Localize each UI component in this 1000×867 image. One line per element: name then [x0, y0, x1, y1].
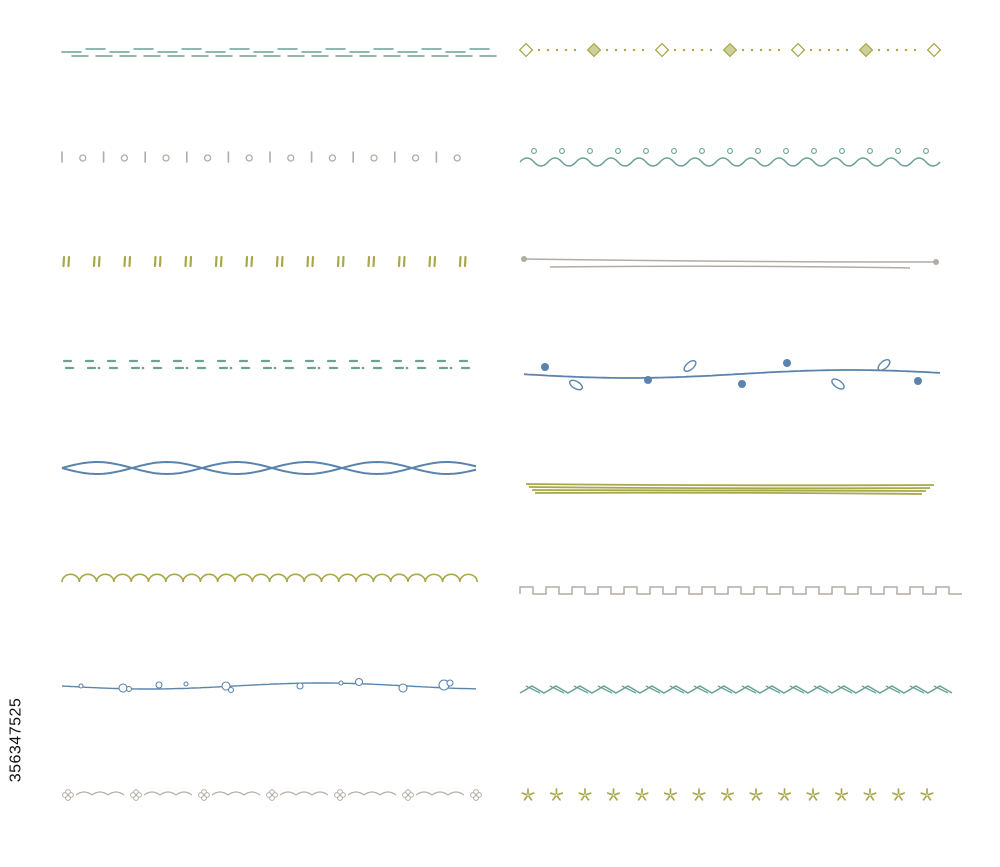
stock-id-label: 356347525	[6, 640, 26, 840]
double-ticks-border	[62, 255, 467, 268]
dots-diamonds-border	[518, 42, 942, 58]
scallop-border	[61, 573, 478, 583]
double-line-border	[521, 256, 939, 269]
dashed-teal-border	[61, 48, 497, 57]
multi-line-border	[525, 483, 935, 495]
wave-dots-border	[519, 148, 941, 167]
vine-leaves-border	[523, 359, 941, 391]
short-dashes-border	[62, 359, 471, 370]
bubble-wave-border	[61, 677, 476, 694]
clover-swag-border	[62, 789, 482, 801]
square-wave-border	[519, 586, 962, 595]
stock-id-text: 356347525	[7, 697, 24, 783]
twisted-rope-border	[61, 460, 477, 476]
star-row-border	[521, 788, 934, 801]
bars-circles-border	[61, 151, 461, 163]
zigzag-cross-border	[519, 685, 953, 694]
